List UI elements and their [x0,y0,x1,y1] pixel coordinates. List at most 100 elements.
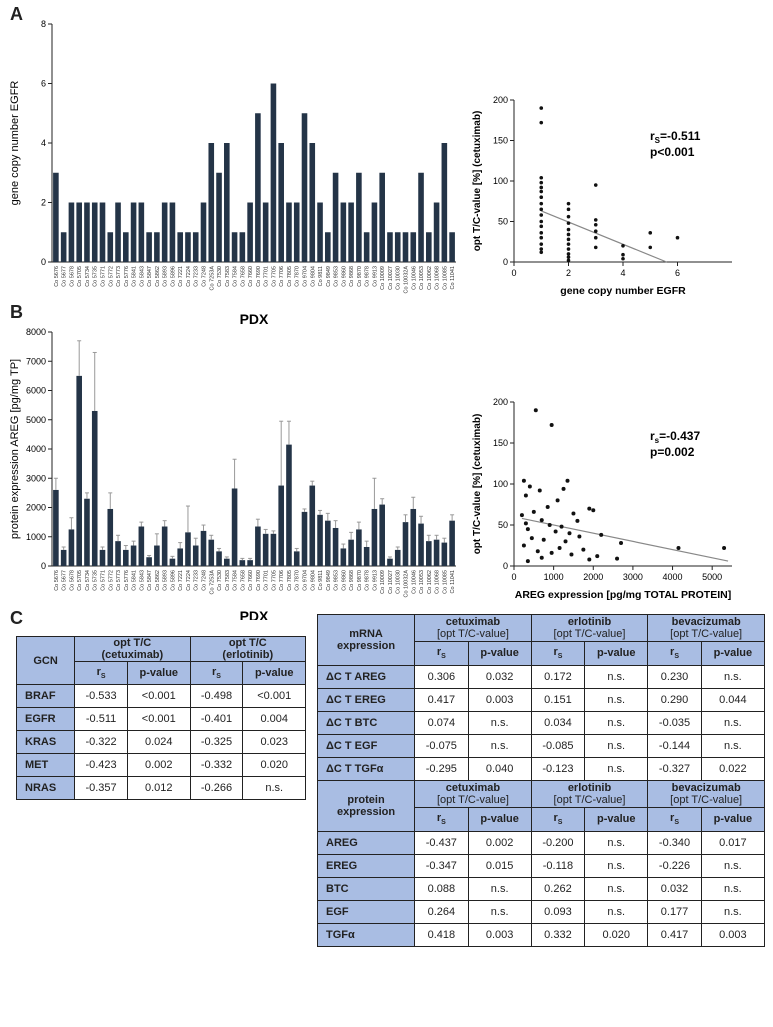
bar [387,558,393,566]
bar [99,549,106,566]
data-point [648,245,653,250]
x-tick-label: Co 9849 [326,570,332,591]
value-cell: 0.417 [647,923,702,947]
data-point [676,545,681,550]
gcn-col-cetuximab-line2: (cetuximab) [101,649,164,661]
data-point [537,488,542,493]
x-tick-label: Co 7660 [248,570,254,591]
regression-line [541,210,667,263]
bar [138,202,145,262]
x-tick-label: 3000 [623,572,643,582]
x-tick-label: Co 7706 [279,570,285,591]
y-tick-label: 5000 [26,415,46,425]
data-point [593,235,598,240]
y-tick-label: 3000 [26,473,46,483]
x-tick-label: Co 5847 [147,570,153,591]
value-cell: -0.423 [74,753,129,777]
protein-row: AREG -0.437 0.002 -0.200 n.s. -0.340 0.017 [316,831,766,855]
x-tick-label: Co 9913 [372,570,378,591]
bar [270,83,277,262]
value-cell: 0.023 [242,730,306,754]
value-cell: 0.040 [467,757,532,781]
gcn-col-cetuximab: opt T/C (cetuximab) [74,636,191,662]
marker-cell: ΔC T AREG [316,665,416,689]
data-point [621,252,625,257]
value-cell: -0.035 [647,711,702,735]
value-cell: n.s. [584,757,649,781]
gcn-corner: GCN [15,636,76,685]
data-point [615,556,620,561]
bar [169,202,176,262]
bar [363,546,370,566]
y-tick-label: 4 [41,138,46,148]
bar [138,526,145,566]
data-point [519,513,524,518]
bar [278,143,284,262]
data-point [593,229,598,234]
x-tick-label: Co 7253A [209,570,215,595]
y-axis-label: gene copy number EGFR [9,81,21,206]
data-point [593,245,598,250]
x-tick-label: Co 9878 [365,266,371,287]
data-point [539,189,544,194]
value-cell: n.s. [700,711,766,735]
marker-cell: TGFα [316,923,416,947]
rs-header: rS [414,806,469,833]
value-cell: 0.332 [530,923,586,947]
value-cell: <0.001 [242,684,306,708]
value-cell: n.s. [467,734,532,758]
x-tick-label: Co 9878 [365,570,371,591]
data-point [566,258,571,263]
data-point [541,537,546,542]
data-point [547,523,552,527]
y-tick-label: 200 [493,95,508,105]
x-tick-label: Co 7221 [178,570,184,591]
value-cell: 0.003 [467,688,532,712]
x-tick-label: Co 7253A [209,266,215,291]
value-cell: n.s. [584,900,649,924]
bar [301,113,308,262]
bar [239,232,246,262]
rs-header: rS [647,640,702,667]
data-point [539,518,544,523]
p-header: p-value [700,806,766,833]
value-cell: n.s. [700,900,766,924]
protein-row: TGFα 0.418 0.003 0.332 0.020 0.417 0.003 [316,923,766,947]
data-point [553,529,558,534]
data-point [521,478,526,483]
bar [91,410,98,566]
value-cell: n.s. [584,688,649,712]
bar [410,508,417,566]
value-cell: 0.418 [414,923,469,947]
bar [340,548,347,566]
value-cell: 0.172 [530,665,586,689]
bar [115,202,121,262]
data-point [566,232,571,237]
bar [161,202,168,262]
data-point [539,213,544,217]
x-tick-label: Co 10009 [380,266,386,290]
x-tick-label: Co 10030 [396,570,402,594]
p-header: p-value [467,640,532,667]
rs-header: rS [530,640,586,667]
bar [60,549,67,566]
value-cell: n.s. [584,854,649,878]
bar [325,520,331,566]
value-cell: 0.003 [700,923,766,947]
protein-row: EGF 0.264 n.s. 0.093 n.s. 0.177 n.s. [316,900,766,924]
protein-row: EREG -0.347 0.015 -0.118 n.s. -0.226 n.s. [316,854,766,878]
p-header: p-value [584,640,649,667]
mrna-row: ΔC T BTC 0.074 n.s. 0.034 n.s. -0.035 n.s. [316,711,766,735]
x-tick-label: Co 10085 [442,570,448,594]
y-tick-label: 100 [493,176,508,186]
x-tick-label: 5000 [702,572,722,582]
bar [216,551,222,566]
y-tick-label: 0 [41,257,46,267]
x-tick-label: Co 9870 [357,570,363,591]
x-tick-label: Co 5896 [170,266,176,287]
data-point [539,201,544,206]
x-tick-label: Co 7706 [279,266,285,287]
bar [441,143,448,262]
bar [340,202,347,262]
value-cell: -0.327 [647,757,702,781]
